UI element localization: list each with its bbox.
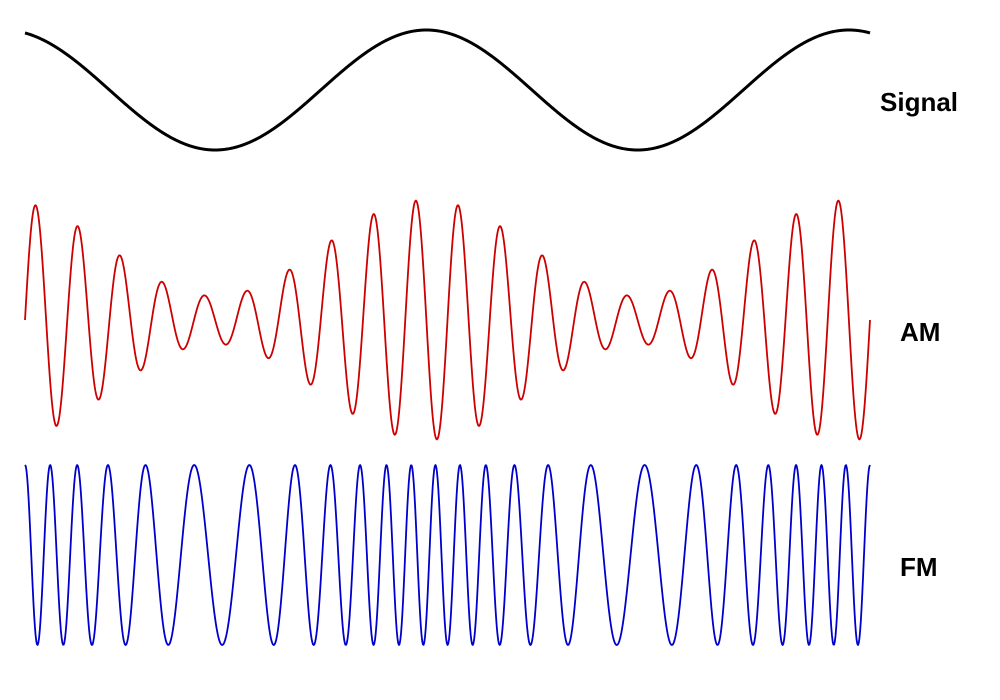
fm-wave xyxy=(25,465,870,645)
fm-label: FM xyxy=(900,552,938,583)
signal-label: Signal xyxy=(880,87,958,118)
modulation-diagram xyxy=(0,0,1000,700)
am-wave xyxy=(25,201,870,440)
am-label: AM xyxy=(900,317,940,348)
signal-wave xyxy=(25,30,870,150)
